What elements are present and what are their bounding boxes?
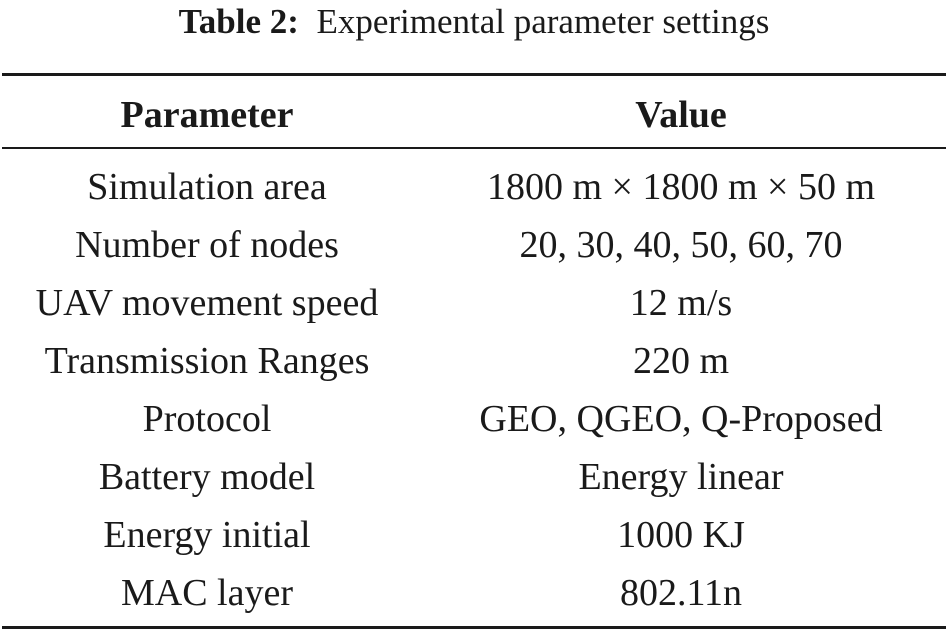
header-rule xyxy=(2,147,946,149)
header-parameter: Parameter xyxy=(120,94,294,136)
table-row: Simulation area 1800 m × 1800 m × 50 m xyxy=(0,158,948,216)
value-cell: GEO, QGEO, Q-Proposed xyxy=(479,398,883,440)
table-row: Protocol GEO, QGEO, Q-Proposed xyxy=(0,390,948,448)
table-body: Simulation area 1800 m × 1800 m × 50 m N… xyxy=(0,158,948,622)
top-rule xyxy=(2,73,946,76)
value-cell: Energy linear xyxy=(578,456,784,498)
caption-label: Table 2: xyxy=(178,2,299,41)
parameter-cell: UAV movement speed xyxy=(35,282,379,324)
table-header-row: Parameter Value xyxy=(0,90,948,140)
parameter-cell: Transmission Ranges xyxy=(44,340,370,382)
value-cell: 20, 30, 40, 50, 60, 70 xyxy=(519,224,843,266)
value-cell: 1800 m × 1800 m × 50 m xyxy=(486,166,876,208)
table-row: Energy initial 1000 KJ xyxy=(0,506,948,564)
parameter-cell: MAC layer xyxy=(120,572,294,614)
parameter-cell: Energy initial xyxy=(103,514,311,556)
bottom-rule xyxy=(2,626,946,629)
value-cell: 220 m xyxy=(632,340,730,382)
header-value: Value xyxy=(635,94,727,136)
table-row: MAC layer 802.11n xyxy=(0,564,948,622)
caption-text: Experimental parameter settings xyxy=(316,2,770,41)
table-caption: Table 2: Experimental parameter settings xyxy=(0,0,948,44)
parameter-cell: Number of nodes xyxy=(75,224,339,266)
value-cell: 12 m/s xyxy=(629,282,733,324)
value-cell: 1000 KJ xyxy=(617,514,745,556)
parameter-cell: Protocol xyxy=(142,398,272,440)
table-row: Number of nodes 20, 30, 40, 50, 60, 70 xyxy=(0,216,948,274)
table-row: UAV movement speed 12 m/s xyxy=(0,274,948,332)
table-row: Transmission Ranges 220 m xyxy=(0,332,948,390)
table-row: Battery model Energy linear xyxy=(0,448,948,506)
value-cell: 802.11n xyxy=(619,572,743,614)
parameter-cell: Simulation area xyxy=(87,166,327,208)
parameter-cell: Battery model xyxy=(98,456,316,498)
